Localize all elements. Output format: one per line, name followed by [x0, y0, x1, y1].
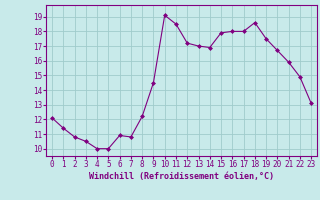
X-axis label: Windchill (Refroidissement éolien,°C): Windchill (Refroidissement éolien,°C) [89, 172, 274, 181]
